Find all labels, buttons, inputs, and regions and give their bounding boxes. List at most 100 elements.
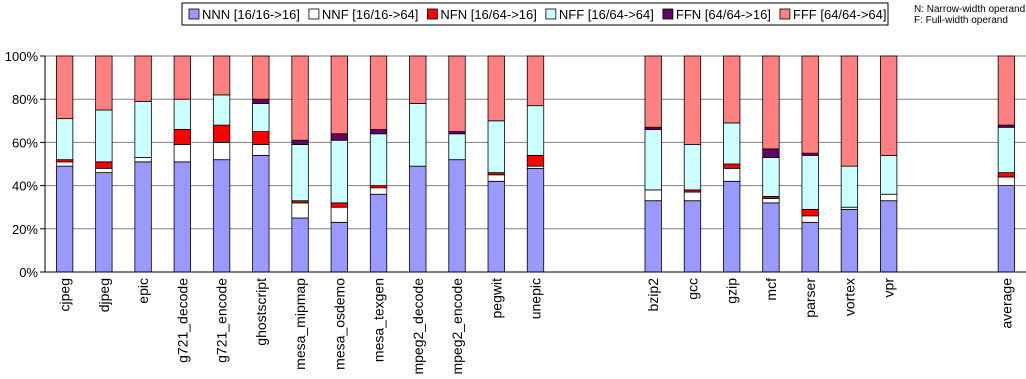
bar-stack-mesa-texgen [369,55,388,273]
operand-note: F: Full-width operand [914,15,1008,26]
bar-segment-nnn-djpeg [95,172,113,273]
x-tick-label-g721-encode: g721_encode [214,278,230,363]
bar-segment-nnf-average [997,176,1016,187]
bar-segment-nff-gzip [723,122,741,165]
bar-stack-bzip2 [644,55,662,273]
bar-segment-fff-g721-decode [173,55,191,100]
legend-item-fff: FFF [64/64->64] [779,7,887,22]
legend-swatch [308,8,320,20]
bar-segment-nff-djpeg [95,109,113,163]
legend-label: NNF [16/16->64] [322,7,418,22]
bar-stack-cjpeg [55,55,74,273]
bar-stack-mesa-osdemo [330,55,348,273]
x-tick-label-unepic: unepic [528,278,544,319]
bar-segment-ffn-mesa-texgen [369,129,388,135]
bar-segment-fff-bzip2 [644,55,662,128]
bar-segment-nff-pegwit [487,120,505,174]
bar-segment-nff-g721-encode [212,94,231,126]
bar-segment-nfn-gzip [723,163,741,169]
bar-segment-ffn-mcf [762,148,780,158]
x-tick-label-mesa-mipmap: mesa_mipmap [292,278,308,370]
y-tick-label: 0% [19,265,38,280]
bar-segment-nff-mesa-osdemo [330,139,348,204]
x-tick-label-ghostscript: ghostscript [253,278,269,346]
bar-stack-parser [801,55,819,273]
y-tick-label: 80% [12,92,38,107]
bar-segment-nnf-djpeg [95,167,113,174]
bar-segment-nnn-parser [801,221,819,273]
x-tick-label-pegwit: pegwit [488,278,504,319]
bar-segment-fff-pegwit [487,55,505,122]
bar-segment-nnn-g721-decode [173,161,191,273]
x-tick-label-bzip2: bzip2 [645,278,661,312]
bar-segment-nnn-cjpeg [55,165,74,273]
bar-stack-g721-decode [173,55,191,273]
bar-segment-fff-mpeg2-decode [409,55,427,104]
bar-segment-fff-ghostscript [252,55,270,100]
legend-item-nff: NFF [16/64->64] [545,7,654,22]
bar-segment-nnf-gzip [723,167,741,182]
bar-stack-g721-encode [212,55,231,273]
bar-segment-nff-parser [801,154,819,210]
bar-segment-nnf-vpr [880,193,898,202]
bar-segment-fff-parser [801,55,819,154]
bar-segment-nff-mpeg2-encode [448,133,466,161]
bar-stack-average [997,55,1016,273]
axes [44,56,1026,273]
bar-segment-nfn-parser [801,208,819,217]
bar-stack-unepic [526,55,545,273]
bar-segment-nnn-mesa-texgen [369,193,388,273]
y-tick-label: 40% [12,179,38,194]
bar-segment-nnf-pegwit [487,174,505,182]
legend-swatch [545,8,557,20]
bar-segment-nnf-mesa-texgen [369,187,388,195]
bar-segment-nfn-average [997,172,1016,178]
legend-item-nnn: NNN [16/16->16] [188,7,300,22]
bar-segment-nnf-g721-decode [173,144,191,163]
bar-segment-nfn-g721-encode [212,124,231,143]
bars [55,55,1016,273]
bar-segment-nnn-mesa-mipmap [291,217,309,273]
bar-segment-nfn-ghostscript [252,131,270,145]
bar-segment-nnf-gcc [683,191,702,202]
bar-segment-nnf-g721-encode [212,141,231,161]
legend: NNN [16/16->16] NNF [16/16->64] NFN [16/64… [181,2,889,26]
bar-segment-nff-ghostscript [252,103,270,132]
bar-stack-mesa-mipmap [291,55,309,273]
bar-segment-ffn-ghostscript [252,98,270,104]
bar-segment-nff-vpr [880,154,898,195]
bar-stack-ghostscript [252,55,270,273]
bar-stack-gzip [723,55,741,273]
bar-segment-nnf-parser [801,215,819,223]
legend-label: FFF [64/64->64] [793,7,887,22]
bar-segment-fff-mesa-texgen [369,55,388,130]
bar-segment-nnn-g721-encode [212,159,231,273]
bar-segment-fff-gzip [723,55,741,124]
legend-label: NNN [16/16->16] [202,7,300,22]
x-tick-label-djpeg: djpeg [96,278,112,312]
legend-swatch [662,8,674,20]
bar-segment-nnf-bzip2 [644,189,662,202]
bar-stack-vortex [840,55,859,273]
bar-segment-nff-gcc [683,144,702,191]
legend-label: NFF [16/64->64] [559,7,654,22]
bar-segment-fff-cjpeg [55,55,74,120]
bar-segment-nff-mesa-texgen [369,133,388,186]
bar-segment-fff-epic [134,55,152,102]
bar-segment-nnn-mesa-osdemo [330,221,348,273]
bar-segment-nfn-unepic [526,154,545,167]
bar-segment-nnn-ghostscript [252,154,270,273]
bar-segment-nff-g721-decode [173,98,191,130]
bar-segment-nfn-djpeg [95,161,113,169]
legend-item-nfn: NFN [16/64->16] [426,7,537,22]
bar-segment-nff-vortex [840,165,859,208]
bar-segment-nff-bzip2 [644,129,662,191]
legend-item-nnf: NNF [16/16->64] [308,7,418,22]
x-tick-label-mesa-texgen: mesa_texgen [371,278,387,362]
bar-segment-nnn-mpeg2-decode [409,165,427,273]
bar-stack-mpeg2-decode [409,55,427,273]
x-tick-label-mpeg2-encode: mpeg2_encode [449,278,465,375]
x-tick-label-gcc: gcc [684,278,700,300]
bar-segment-fff-gcc [683,55,702,145]
x-tick-label-epic: epic [135,278,151,304]
